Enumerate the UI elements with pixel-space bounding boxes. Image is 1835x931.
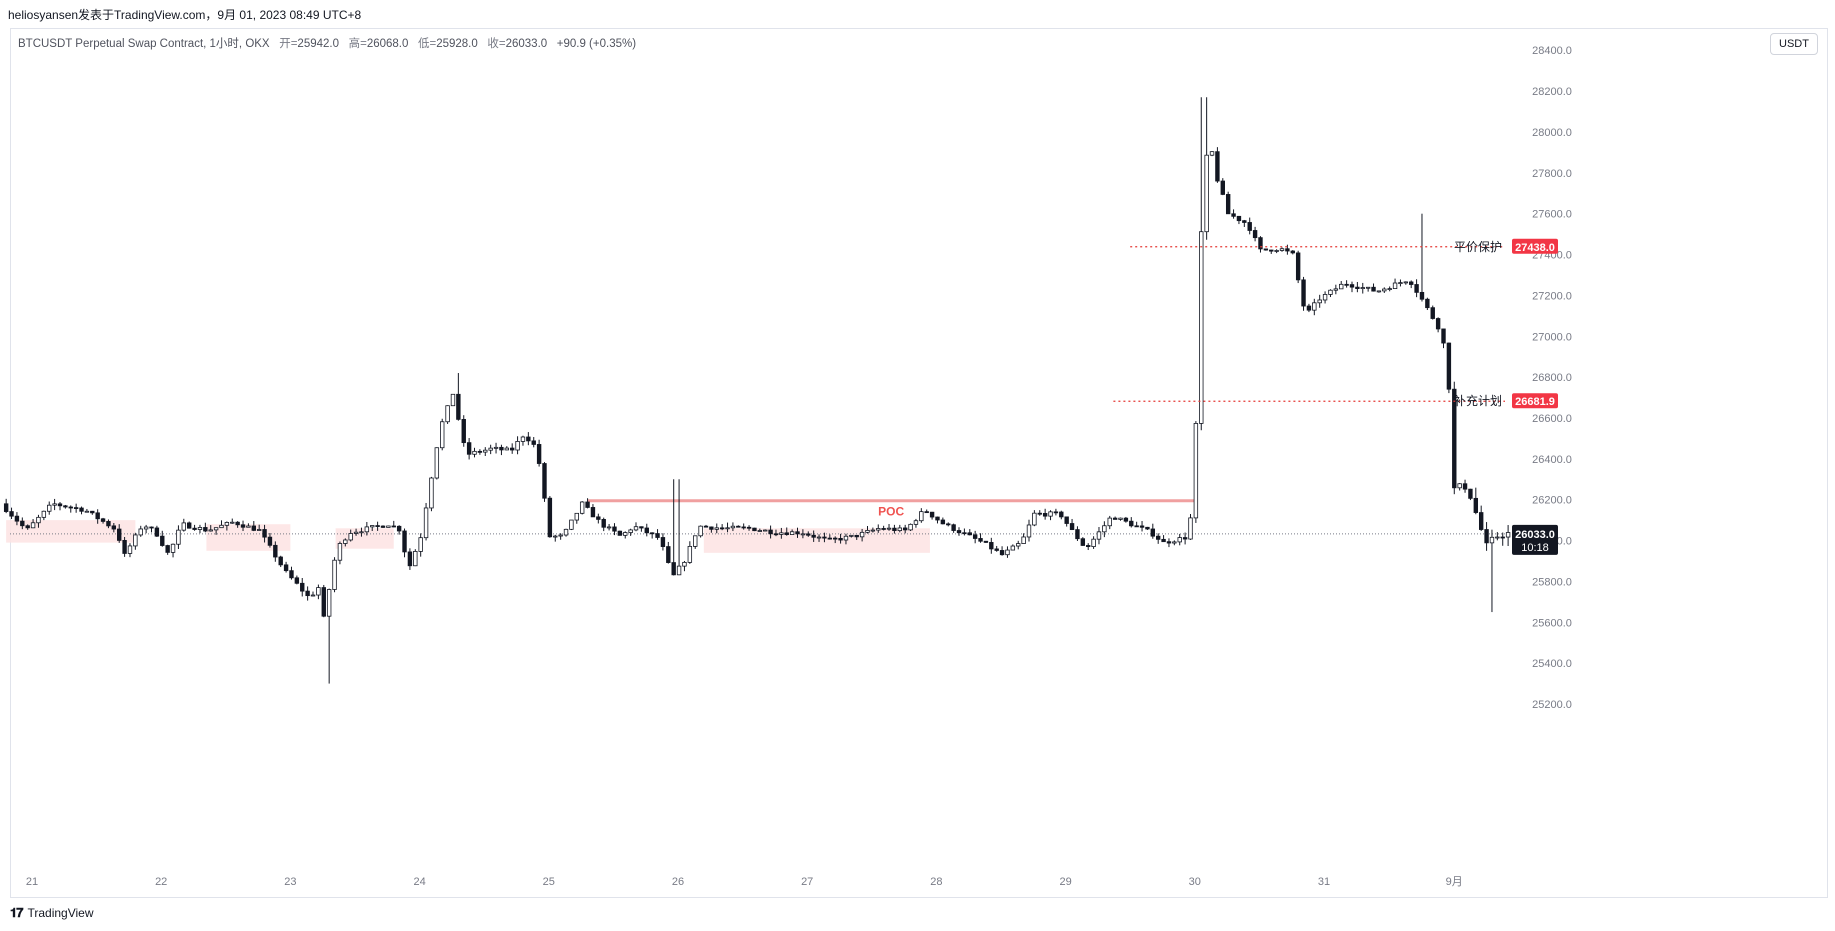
high-label: 高= bbox=[348, 38, 367, 50]
currency-button[interactable]: USDT bbox=[1770, 33, 1818, 55]
tradingview-logo-icon: 𝟏𝟕 bbox=[10, 905, 24, 920]
symbol-name: BTCUSDT Perpetual Swap Contract, 1小时, OK… bbox=[18, 38, 270, 50]
candle-body bbox=[3, 503, 9, 512]
symbol-legend: BTCUSDT Perpetual Swap Contract, 1小时, OK… bbox=[18, 35, 636, 51]
low-label: 低= bbox=[417, 38, 437, 50]
close-value: 26033.0 bbox=[505, 38, 548, 50]
footer-brand-label: TradingView bbox=[27, 906, 94, 920]
low-value: 25928.0 bbox=[436, 38, 478, 50]
high-value: 26068.0 bbox=[366, 38, 409, 50]
close-label: 收= bbox=[487, 38, 506, 50]
candle bbox=[3, 498, 9, 514]
open-value: 25942.0 bbox=[297, 38, 339, 50]
chart-frame[interactable] bbox=[10, 28, 1828, 898]
publisher-line: heliosyansen发表于TradingView.com，9月 01, 20… bbox=[8, 8, 362, 22]
footer-brand[interactable]: 𝟏𝟕 TradingView bbox=[10, 905, 94, 921]
open-label: 开= bbox=[279, 38, 298, 50]
change-value: +90.9 (+0.35%) bbox=[556, 38, 637, 50]
